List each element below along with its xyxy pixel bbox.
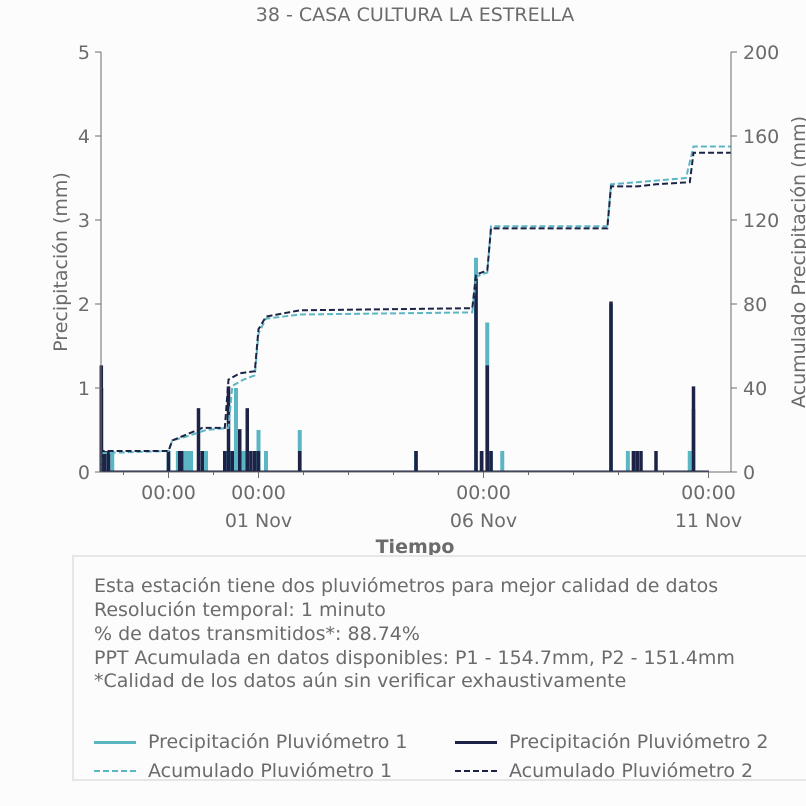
chart-title: 38 - CASA CULTURA LA ESTRELLA <box>256 4 575 26</box>
y-left-tick-label-4: 4 <box>78 126 90 148</box>
y-right-tick-label-0: 0 <box>743 462 755 484</box>
y-left-tick-label-1: 1 <box>78 378 90 400</box>
x-tick-label-1-0: 00:00 <box>231 482 286 504</box>
legend-label-a1: Acumulado Pluviómetro 1 <box>148 760 393 782</box>
y-right-tick-label-4: 160 <box>743 126 779 148</box>
y-left-tick-label-2: 2 <box>78 294 90 316</box>
legend-item-a2: Acumulado Pluviómetro 2 <box>455 760 753 782</box>
info-line-transmitted: % de datos transmitidos*: 88.74% <box>94 623 420 645</box>
info-line-accumulated: PPT Acumulada en datos disponibles: P1 -… <box>94 647 735 669</box>
legend-swatch-p1 <box>94 740 136 744</box>
precipitation-chart: 38 - CASA CULTURA LA ESTRELLA 0 1 2 3 4 5 0 40 8… <box>50 4 806 558</box>
x-tick-label-3-1: 11 Nov <box>675 510 742 532</box>
x-tick-label-0-0: 00:00 <box>141 482 196 504</box>
y-left-tick-label-3: 3 <box>78 210 90 232</box>
x-tick-label-1-1: 01 Nov <box>225 510 292 532</box>
info-line-quality-note: *Calidad de los datos aún sin verificar … <box>94 670 627 692</box>
y-left-tick-label-0: 0 <box>78 462 90 484</box>
y-axis-left-title: Precipitación (mm) <box>50 172 72 352</box>
legend-swatch-p2 <box>455 740 497 744</box>
legend-label-p2: Precipitación Pluviómetro 2 <box>509 731 769 753</box>
axis-layer: 0 1 2 3 4 5 0 40 80 120 160 200 00:00 00:00 01 Nov 00:0… <box>78 42 779 532</box>
x-tick-label-2-0: 00:00 <box>456 482 511 504</box>
info-line-stations: Esta estación tiene dos pluviómetros par… <box>94 575 719 597</box>
info-line-resolution: Resolución temporal: 1 minuto <box>94 599 386 621</box>
y-right-tick-label-5: 200 <box>743 42 779 64</box>
legend-swatch-a1 <box>94 770 136 772</box>
y-right-tick-label-2: 80 <box>743 294 767 316</box>
y-right-tick-label-3: 120 <box>743 210 779 232</box>
legend-label-p1: Precipitación Pluviómetro 1 <box>148 731 408 753</box>
x-tick-label-3-0: 00:00 <box>681 482 736 504</box>
y-left-tick-label-5: 5 <box>78 42 90 64</box>
x-axis-title: Tiempo <box>376 536 455 558</box>
info-panel: Esta estación tiene dos pluviómetros par… <box>72 555 806 782</box>
y-axis-right-title: Acumulado Precipitación (mm) <box>788 116 806 408</box>
series-layer <box>99 145 731 473</box>
legend-swatch-a2 <box>455 770 497 772</box>
series-4-accumulated-line <box>100 151 731 473</box>
legend-label-a2: Acumulado Pluviómetro 2 <box>509 760 754 782</box>
legend-item-a1: Acumulado Pluviómetro 1 <box>94 760 392 782</box>
series-3-accumulated-line <box>100 145 731 473</box>
y-right-tick-label-1: 40 <box>743 378 767 400</box>
x-tick-label-2-1: 06 Nov <box>450 510 517 532</box>
legend-item-p2: Precipitación Pluviómetro 2 <box>455 731 769 753</box>
legend-item-p1: Precipitación Pluviómetro 1 <box>94 731 408 753</box>
